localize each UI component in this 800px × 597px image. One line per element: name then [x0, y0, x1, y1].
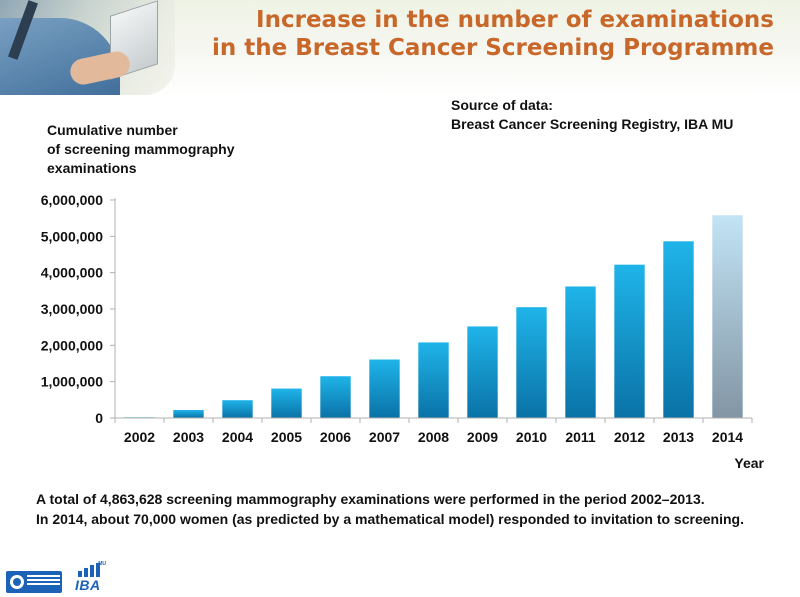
x-axis: 2002 2003 2004 2005 2006 2007 2008 2009 2010 2011… [114, 417, 753, 445]
iba-logo-name: IBA [75, 577, 101, 593]
y-tick-label: 2,000,000 [41, 337, 103, 353]
bar-2013 [663, 241, 694, 418]
y-axis-label-line-3: examinations [47, 160, 137, 176]
bar-2011 [565, 286, 596, 418]
footnote-line-2: In 2014, about 70,000 women (as predicte… [36, 511, 744, 527]
header-photo [0, 0, 175, 95]
x-tick-label: 2014 [712, 429, 743, 445]
page-title: Increase in the number of examinations i… [212, 6, 774, 62]
x-tick-label: 2009 [467, 429, 498, 445]
y-axis-label: Cumulative number of screening mammograp… [47, 121, 235, 178]
x-tick-label: 2006 [320, 429, 351, 445]
y-tick-label: 3,000,000 [41, 301, 103, 317]
bar-2008 [418, 342, 449, 418]
iba-logo: MU IBA [72, 561, 106, 593]
x-axis-title: Year [734, 455, 764, 471]
x-tick-label: 2010 [516, 429, 547, 445]
x-tick-label: 2003 [173, 429, 204, 445]
bar-2007 [369, 359, 400, 418]
title-line-2: in the Breast Cancer Screening Programme [212, 35, 774, 61]
y-axis-label-line-2: of screening mammography [47, 141, 235, 157]
y-tick-label: 6,000,000 [41, 192, 103, 208]
title-line-1: Increase in the number of examinations [256, 7, 774, 33]
nrc-logo [6, 571, 62, 593]
x-tick-label: 2004 [222, 429, 253, 445]
bar-2003 [173, 410, 204, 418]
footnote: A total of 4,863,628 screening mammograp… [36, 489, 796, 529]
bar-predicted-2014 [712, 215, 743, 418]
iba-logo-sup: MU [98, 561, 106, 567]
bar-2004 [222, 400, 253, 418]
y-tick-label: 4,000,000 [41, 265, 103, 281]
bars [124, 215, 743, 419]
x-tick-label: 2008 [418, 429, 449, 445]
bar-2006 [320, 376, 351, 418]
bar-2005 [271, 388, 302, 418]
nrc-logo-mark [10, 575, 24, 589]
x-tick-label: 2013 [663, 429, 694, 445]
data-source: Source of data: Breast Cancer Screening … [451, 96, 733, 134]
y-tick-label: 5,000,000 [41, 228, 103, 244]
source-line-1: Source of data: [451, 97, 553, 113]
y-axis: 0 1,000,000 2,000,000 3,000,000 4,000,000 5,0… [41, 192, 116, 426]
bar-2009 [467, 326, 498, 418]
bar-2012 [614, 264, 645, 418]
bar-2010 [516, 307, 547, 418]
iba-logo-bars [78, 563, 100, 577]
x-tick-label: 2012 [614, 429, 645, 445]
y-tick-label: 1,000,000 [41, 374, 103, 390]
x-tick-label: 2007 [369, 429, 400, 445]
footnote-line-1: A total of 4,863,628 screening mammograp… [36, 491, 705, 507]
nrc-logo-text [27, 575, 60, 587]
y-axis-label-line-1: Cumulative number [47, 122, 178, 138]
x-tick-label: 2005 [271, 429, 302, 445]
bar-chart: 0 1,000,000 2,000,000 3,000,000 4,000,000 5,0… [41, 192, 765, 471]
x-tick-label: 2011 [565, 429, 596, 445]
source-line-2: Breast Cancer Screening Registry, IBA MU [451, 116, 734, 132]
y-tick-label: 0 [95, 410, 103, 426]
x-tick-label: 2002 [124, 429, 155, 445]
